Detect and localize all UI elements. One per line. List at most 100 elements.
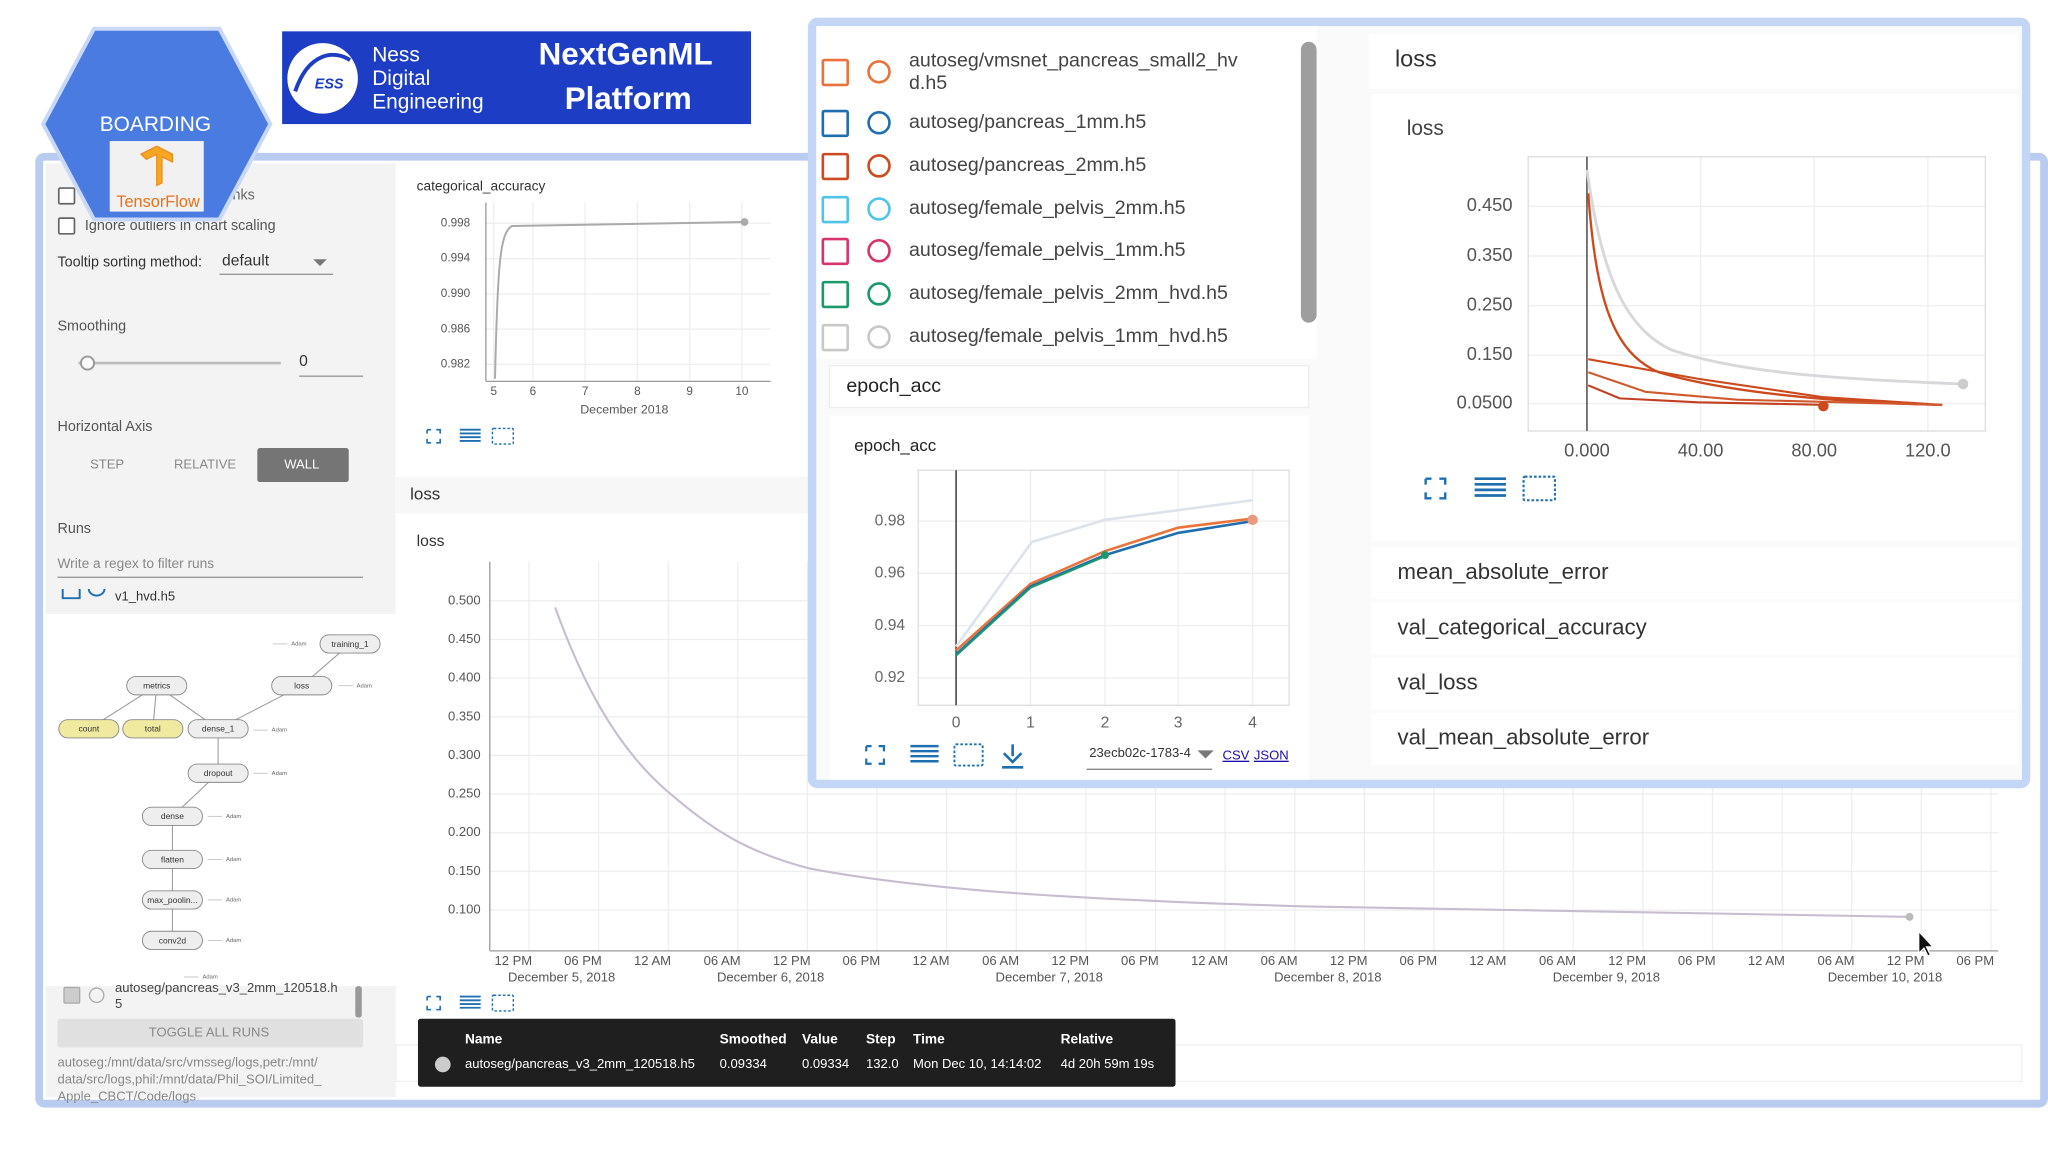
graph-node[interactable] bbox=[141, 930, 203, 951]
series-point bbox=[1818, 400, 1829, 412]
run-checkbox[interactable] bbox=[821, 280, 849, 309]
graph-edge-label: Adam bbox=[272, 771, 287, 777]
card-header[interactable] bbox=[1371, 547, 2018, 600]
tf-logo-text: TensorFlow bbox=[116, 193, 200, 211]
run-checkbox[interactable] bbox=[821, 109, 849, 138]
graph-node[interactable] bbox=[141, 890, 203, 910]
graph-node[interactable] bbox=[141, 806, 203, 826]
graph-edge-label: Adam bbox=[226, 897, 241, 903]
graph-node[interactable] bbox=[141, 849, 203, 870]
graph-node[interactable] bbox=[271, 676, 333, 696]
graph-edge-label: Adam bbox=[202, 975, 217, 981]
ness-swoosh bbox=[293, 52, 352, 93]
run-circle[interactable] bbox=[867, 154, 891, 178]
series-line bbox=[494, 221, 745, 379]
run-circle[interactable] bbox=[867, 111, 891, 135]
toggle-button-label[interactable]: TOGGLE ALL RUNS bbox=[149, 1025, 270, 1040]
toggle-button[interactable] bbox=[57, 1018, 364, 1048]
metric-header[interactable]: val_categorical_accuracy bbox=[1398, 614, 1648, 639]
checkbox[interactable] bbox=[57, 217, 76, 235]
series-line bbox=[955, 498, 1253, 648]
axis-button[interactable]: RELATIVE bbox=[174, 456, 236, 471]
run-circle bbox=[87, 588, 106, 597]
run-checkbox[interactable] bbox=[63, 986, 81, 1004]
card-header-title: epoch_acc bbox=[846, 375, 941, 397]
chart-title: loss bbox=[1407, 117, 1444, 140]
run-circle[interactable] bbox=[867, 325, 891, 349]
y-tick-label: 0.450 bbox=[448, 631, 481, 646]
wall-button[interactable] bbox=[257, 448, 349, 482]
fit-icon[interactable] bbox=[491, 427, 515, 445]
x-tick-label: 80.00 bbox=[1791, 440, 1837, 461]
run-circle[interactable] bbox=[867, 197, 891, 221]
graph-node[interactable] bbox=[187, 763, 249, 783]
card-header[interactable] bbox=[1371, 602, 2018, 655]
run-circle[interactable] bbox=[867, 282, 891, 306]
x-tick-label: 7 bbox=[582, 385, 589, 398]
x-tick-label: 06 AM bbox=[1818, 953, 1855, 968]
x-tick-label: 0.000 bbox=[1564, 440, 1610, 461]
label: 5 bbox=[115, 996, 122, 1011]
y-tick-label: 0.994 bbox=[441, 252, 471, 265]
tooltip-swatch bbox=[434, 1056, 451, 1073]
card-header[interactable] bbox=[1371, 712, 2018, 765]
run-checkbox[interactable] bbox=[821, 237, 849, 266]
run-name: autoseg/vmsnet_pancreas_small2_hv bbox=[909, 50, 1238, 72]
metric-header[interactable]: val_loss bbox=[1398, 669, 1478, 694]
ness-logo-text: ESS bbox=[315, 77, 344, 93]
run-checkbox bbox=[61, 589, 81, 600]
json-link[interactable]: JSON bbox=[1254, 748, 1289, 763]
run-checkbox[interactable] bbox=[821, 58, 849, 87]
axis-button[interactable]: STEP bbox=[90, 456, 124, 471]
run-name: autoseg/female_pelvis_2mm.h5 bbox=[909, 197, 1186, 219]
graph-node[interactable] bbox=[58, 719, 120, 739]
expand-icon[interactable] bbox=[426, 995, 441, 1011]
plot-border bbox=[917, 469, 1290, 706]
card-header[interactable] bbox=[1371, 657, 2018, 710]
fit-icon[interactable] bbox=[491, 994, 515, 1012]
expand-icon[interactable] bbox=[865, 745, 886, 765]
run-name: d.h5 bbox=[909, 72, 947, 94]
x-tick-label: 12 AM bbox=[1191, 953, 1228, 968]
axis-button[interactable]: WALL bbox=[284, 456, 319, 471]
popup-glow bbox=[807, 17, 2031, 789]
label: Horizontal Axis bbox=[57, 419, 152, 435]
run-circle[interactable] bbox=[867, 239, 891, 263]
checkbox[interactable] bbox=[57, 187, 76, 205]
slider-knob[interactable] bbox=[80, 355, 96, 371]
y-tick-label: 0.250 bbox=[448, 786, 481, 801]
y-tick-label: 0.250 bbox=[1467, 293, 1513, 314]
x-tick-label: 6 bbox=[530, 385, 537, 398]
run-checkbox[interactable] bbox=[821, 152, 849, 181]
x-tick-label: 06 PM bbox=[564, 953, 602, 968]
expand-icon[interactable] bbox=[1424, 477, 1447, 500]
fit-icon[interactable] bbox=[953, 743, 984, 767]
metric-header[interactable]: mean_absolute_error bbox=[1398, 559, 1610, 584]
x-date-label: December 10, 2018 bbox=[1828, 970, 1943, 985]
expand-icon[interactable] bbox=[426, 428, 441, 444]
dropdown[interactable]: default bbox=[222, 252, 270, 269]
run-checkbox[interactable] bbox=[821, 323, 849, 352]
x-tick-label: 06 AM bbox=[1261, 953, 1298, 968]
series-end bbox=[740, 218, 749, 226]
run-circle[interactable] bbox=[867, 60, 891, 84]
tooltip-cell: 0.09334 bbox=[720, 1056, 767, 1071]
x-date-label: December 5, 2018 bbox=[508, 970, 615, 985]
run-checkbox[interactable] bbox=[821, 195, 849, 224]
graph-node[interactable] bbox=[126, 676, 188, 696]
filter-input[interactable]: Write a regex to filter runs bbox=[57, 556, 214, 571]
graph-node-label: total bbox=[145, 724, 161, 734]
graph-node[interactable] bbox=[319, 634, 381, 654]
y-tick-label: 0.350 bbox=[1467, 244, 1513, 265]
x-tick-label: 9 bbox=[686, 385, 693, 398]
series-line bbox=[1588, 358, 1943, 406]
metric-header[interactable]: val_mean_absolute_error bbox=[1398, 725, 1650, 750]
fit-icon[interactable] bbox=[1522, 475, 1556, 502]
run-select[interactable]: 23ecb02c-1783-4 bbox=[1089, 745, 1191, 760]
smoothing-input[interactable]: 0 bbox=[299, 353, 308, 370]
graph-node[interactable] bbox=[122, 719, 184, 739]
csv-link[interactable]: CSV bbox=[1223, 748, 1250, 763]
platform-name: NextGenML bbox=[539, 36, 713, 71]
graph-node-label: dropout bbox=[204, 768, 233, 778]
graph-node[interactable] bbox=[187, 719, 249, 739]
